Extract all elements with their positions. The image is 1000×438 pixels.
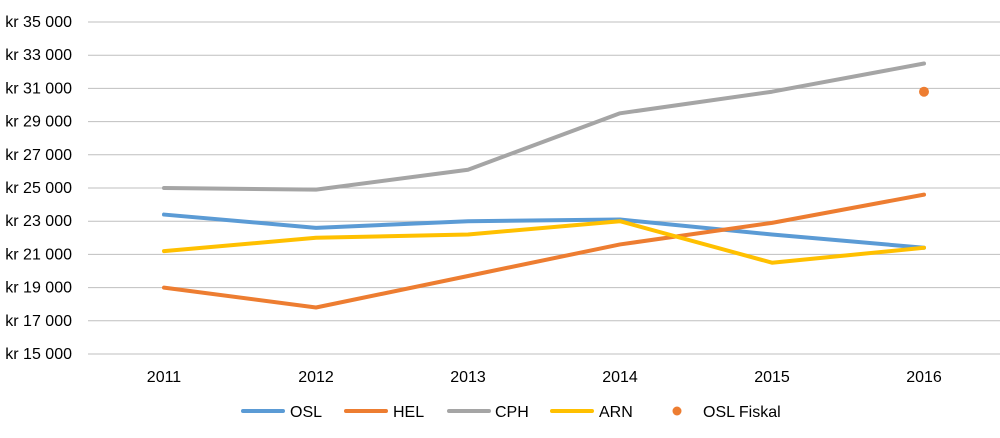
x-tick-label: 2016 — [906, 369, 942, 386]
x-tick-label: 2015 — [754, 369, 790, 386]
y-axis-ticks: kr 15 000 kr 17 000 kr 19 000 kr 21 000 kr 2… — [5, 14, 72, 363]
y-tick-label: kr 23 000 — [5, 213, 72, 230]
legend: OSL HEL CPH ARN OSL Fiskal — [241, 404, 781, 421]
series-line-osl — [162, 212, 926, 250]
y-tick-label: kr 27 000 — [5, 147, 72, 164]
y-tick-label: kr 29 000 — [5, 114, 72, 131]
series-points — [919, 86, 929, 97]
legend-label-hel: HEL — [393, 404, 424, 421]
x-tick-label: 2013 — [450, 369, 486, 386]
series-lines — [162, 61, 926, 310]
series-line-cph — [162, 61, 926, 192]
x-tick-label: 2012 — [298, 369, 334, 386]
y-tick-label: kr 31 000 — [5, 80, 72, 97]
y-tick-label: kr 25 000 — [5, 180, 72, 197]
y-tick-label: kr 17 000 — [5, 313, 72, 330]
legend-swatch-osl-fiskal — [672, 406, 682, 416]
y-tick-label: kr 33 000 — [5, 47, 72, 64]
legend-label-osl: OSL — [290, 404, 322, 421]
legend-label-cph: CPH — [495, 404, 529, 421]
y-tick-label: kr 35 000 — [5, 14, 72, 31]
y-tick-label: kr 21 000 — [5, 246, 72, 263]
series-line-arn — [162, 219, 926, 265]
point-osl-fiskal — [919, 86, 929, 97]
x-axis-ticks: 2011 2012 2013 2014 2015 2016 — [147, 369, 942, 386]
y-tick-label: kr 19 000 — [5, 280, 72, 297]
legend-label-arn: ARN — [599, 404, 633, 421]
series-line-hel — [162, 192, 926, 310]
y-tick-label: kr 15 000 — [5, 346, 72, 363]
x-tick-label: 2014 — [602, 369, 638, 386]
x-tick-label: 2011 — [147, 369, 182, 386]
legend-label-osl-fiskal: OSL Fiskal — [703, 404, 781, 421]
